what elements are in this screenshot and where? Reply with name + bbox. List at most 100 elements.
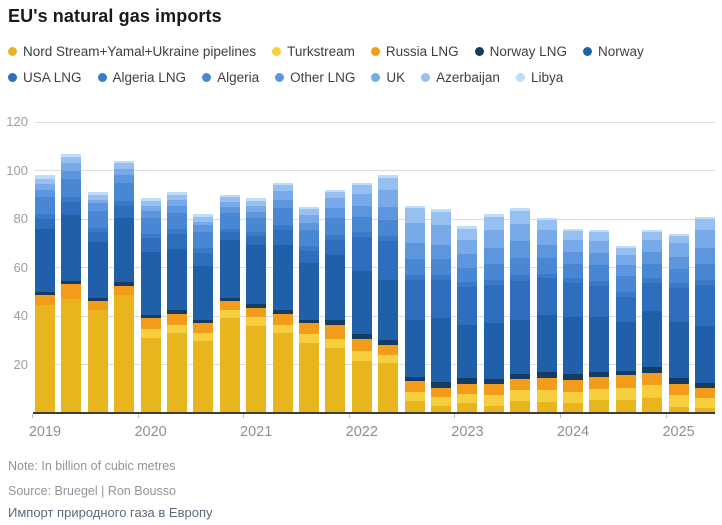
- bar-segment: [167, 309, 187, 314]
- bar-segment: [114, 175, 135, 183]
- y-tick-label-20: 20: [13, 356, 28, 372]
- legend-dot-icon: [272, 47, 282, 56]
- legend-dot-icon: [97, 73, 107, 82]
- bar-segment: [299, 250, 319, 263]
- bar-segment: [378, 279, 399, 341]
- bar-segment: [536, 217, 557, 221]
- bar-segment: [246, 198, 267, 201]
- bar-segment: [589, 240, 610, 253]
- bar-segment: [378, 363, 399, 413]
- bar-segment: [695, 219, 715, 230]
- legend-dot-icon: [370, 47, 380, 56]
- bar-segment: [299, 206, 319, 210]
- bar-segment: [325, 189, 346, 193]
- bar-2021-Q1: [246, 198, 267, 413]
- bar-segment: [167, 313, 187, 325]
- bar-segment: [87, 301, 108, 310]
- bar-segment: [642, 232, 663, 240]
- bar-segment: [695, 408, 715, 413]
- bar-segment: [378, 354, 399, 364]
- bar-segment: [483, 379, 504, 384]
- bar-segment: [510, 210, 531, 224]
- bar-segment: [325, 255, 346, 320]
- bar-segment: [35, 291, 55, 296]
- bar-segment: [431, 211, 451, 226]
- bar-segment: [299, 342, 319, 413]
- chart-source: Source: Bruegel | Ron Bousso: [8, 484, 176, 498]
- bar-segment: [87, 232, 108, 243]
- bar-segment: [167, 192, 187, 195]
- legend-item-9: UK: [371, 70, 405, 85]
- bar-segment: [140, 198, 161, 201]
- bar-segment: [378, 175, 399, 178]
- bar-2019-Q3: [87, 192, 108, 413]
- bar-segment: [695, 248, 715, 264]
- bar-segment: [404, 319, 425, 377]
- bar-segment: [167, 324, 187, 333]
- bar-segment: [457, 239, 478, 255]
- bar-segment: [272, 191, 293, 200]
- bar-segment: [431, 318, 451, 382]
- bar-segment: [615, 291, 636, 297]
- bar-segment: [404, 376, 425, 382]
- bar-segment: [193, 248, 214, 253]
- gridline-60: [35, 267, 715, 268]
- bar-segment: [114, 163, 135, 170]
- bar-segment: [404, 222, 425, 244]
- bar-segment: [378, 236, 399, 241]
- legend-label: Azerbaijan: [436, 70, 500, 85]
- bar-segment: [642, 251, 663, 264]
- bar-2024-Q1: [563, 228, 583, 413]
- bar-segment: [299, 222, 319, 230]
- bar-segment: [536, 278, 557, 315]
- bar-segment: [87, 203, 108, 211]
- bar-segment: [193, 221, 214, 226]
- bar-segment: [35, 295, 55, 306]
- bar-segment: [140, 200, 161, 206]
- bar-segment: [35, 228, 55, 292]
- bar-segment: [483, 248, 504, 264]
- bar-segment: [378, 189, 399, 207]
- bar-segment: [695, 382, 715, 388]
- bar-segment: [219, 301, 240, 310]
- x-year-label-2021: 2021: [240, 424, 273, 440]
- bar-segment: [457, 324, 478, 378]
- bar-segment: [351, 351, 372, 361]
- bar-segment: [87, 227, 108, 233]
- y-tick-label-40: 40: [13, 308, 28, 323]
- bar-segment: [114, 285, 135, 296]
- bar-segment: [193, 332, 214, 342]
- legend-item-4: Norway: [582, 44, 644, 59]
- legend-dot-icon: [582, 47, 592, 56]
- bar-segment: [483, 323, 504, 380]
- bar-segment: [642, 263, 663, 279]
- bar-segment: [351, 271, 372, 335]
- legend-label: USA LNG: [23, 70, 82, 85]
- bar-segment: [325, 319, 346, 325]
- bar-segment: [219, 309, 240, 319]
- gridline-40: [35, 315, 715, 317]
- bar-segment: [589, 399, 610, 413]
- bar-segment: [642, 398, 663, 413]
- bar-segment: [87, 297, 108, 302]
- bar-segment: [510, 223, 531, 241]
- bar-segment: [510, 379, 531, 390]
- bar-segment: [167, 213, 187, 229]
- bar-segment: [589, 253, 610, 266]
- x-axis-tick: [665, 414, 667, 418]
- bar-segment: [325, 324, 346, 340]
- bar-segment: [193, 214, 214, 217]
- gridline-120: [35, 121, 715, 123]
- legend-dot-icon: [371, 73, 381, 82]
- bar-segment: [193, 232, 214, 249]
- bar-segment: [246, 236, 267, 245]
- bar-segment: [193, 323, 214, 333]
- x-year-label-2022: 2022: [345, 424, 378, 440]
- bar-segment: [325, 339, 346, 348]
- y-tick-label-60: 60: [13, 259, 28, 275]
- chart-note: Note: In billion of cubic metres: [8, 459, 176, 473]
- bar-segment: [431, 279, 451, 319]
- bar-segment: [378, 340, 399, 346]
- bar-segment: [351, 193, 372, 206]
